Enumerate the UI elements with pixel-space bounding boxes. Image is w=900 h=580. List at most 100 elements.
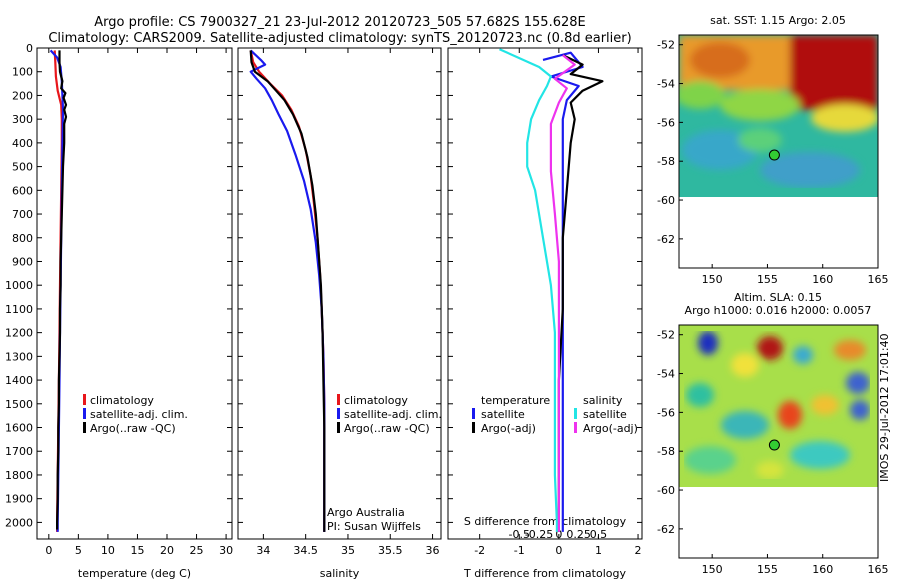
sla-yellow-patch <box>811 395 839 415</box>
x-tick-label: -2 <box>474 544 485 557</box>
map-y-tick-label: -58 <box>657 155 675 168</box>
y-tick-label: 1300 <box>5 350 33 363</box>
y-tick-label: 500 <box>12 161 33 174</box>
x-tick-label: 35.5 <box>378 544 403 557</box>
y-tick-label: 1500 <box>5 398 33 411</box>
footer-timestamp: IMOS 29-Jul-2012 17:01:40 <box>878 333 891 482</box>
y-tick-label: 900 <box>12 255 33 268</box>
map-x-tick-label: 150 <box>702 273 723 286</box>
legend-swatch-t-satellite <box>472 408 475 419</box>
temperature-legend: climatology satellite-adj. clim. Argo(..… <box>83 394 188 435</box>
x-tick-label: 10 <box>101 544 115 557</box>
difference-legend: temperature satellite Argo(-adj) salinit… <box>472 394 638 435</box>
map-y-tick-label: -56 <box>657 406 675 419</box>
sla-yellow-patch <box>756 461 784 479</box>
map-y-tick-label: -54 <box>657 368 675 381</box>
top-x-axis-label: S difference from climatology <box>464 515 627 528</box>
map-y-tick-label: -52 <box>657 329 675 342</box>
top-x-tick-label: -0.25 <box>525 528 553 541</box>
sla-map-title: Altim. SLA: 0.15 <box>734 291 822 304</box>
legend-swatch-s-satellite <box>574 408 577 419</box>
sla-map-subtitle: Argo h1000: 0.016 h2000: 0.0057 <box>685 304 872 317</box>
pi-text: PI: Susan Wijffels <box>327 520 421 533</box>
legend-heading-salinity: salinity <box>583 394 623 407</box>
x-tick-label: 1 <box>595 544 602 557</box>
x-tick-label: 5 <box>75 544 82 557</box>
legend-label-t-satellite: satellite <box>481 408 525 421</box>
legend-label-s-satellite: satellite <box>583 408 627 421</box>
y-tick-label: 1100 <box>5 303 33 316</box>
y-tick-label: 100 <box>12 66 33 79</box>
legend-label-argo: Argo(..raw -QC) <box>344 422 430 435</box>
map-y-tick-label: -62 <box>657 523 675 536</box>
map-y-tick-label: -58 <box>657 445 675 458</box>
legend-swatch-climatology <box>83 394 86 405</box>
sst-green-patch <box>738 128 782 152</box>
legend-swatch-satellite <box>337 408 340 419</box>
x-tick-label: 36 <box>426 544 440 557</box>
plot-frame <box>447 47 643 540</box>
map-x-tick-label: 155 <box>757 563 778 576</box>
y-tick-label: 1600 <box>5 422 33 435</box>
y-tick-label: 1800 <box>5 469 33 482</box>
map-y-tick-label: -60 <box>657 484 675 497</box>
series-line-argo-raw-qc- <box>249 50 326 532</box>
legend-label-t-argo: Argo(-adj) <box>481 422 536 435</box>
argo-position-marker <box>768 149 780 161</box>
sla-red-patch <box>778 401 802 429</box>
plot-frame <box>237 47 442 540</box>
salinity-panel: 34 34.5 35 35.5 36 salinity <box>237 47 442 580</box>
sst-green-patch <box>679 81 725 109</box>
figure-title-line1: Argo profile: CS 7900327_21 23-Jul-2012 … <box>94 15 585 30</box>
sst-map-axes: 150 155 160 165 -52 -54 -56 -58 -60 -62 <box>657 34 889 286</box>
y-tick-label: 700 <box>12 208 33 221</box>
legend-label-s-argo: Argo(-adj) <box>583 422 638 435</box>
y-tick-label: 1000 <box>5 279 33 292</box>
map-x-tick-label: 150 <box>702 563 723 576</box>
figure-title-line2: Climatology: CARS2009. Satellite-adjuste… <box>48 31 631 46</box>
legend-heading-temperature: temperature <box>481 394 550 407</box>
y-tick-label: 1700 <box>5 445 33 458</box>
sla-low-eddy <box>698 331 718 355</box>
sla-orange-patch <box>834 340 866 360</box>
legend-swatch-t-argo <box>472 422 475 433</box>
y-tick-label: 2000 <box>5 516 33 529</box>
sla-map-axes: 150 155 160 165 -52 -54 -56 -58 -60 -62 <box>657 324 889 576</box>
series-line-temperature-argo-adj- <box>557 54 604 532</box>
sla-teal-patch <box>790 441 850 469</box>
map-x-tick-label: 155 <box>757 273 778 286</box>
map-x-tick-label: 160 <box>812 273 833 286</box>
legend-label-satellite: satellite-adj. clim. <box>344 408 442 421</box>
y-tick-label: 1900 <box>5 493 33 506</box>
legend-label-satellite: satellite-adj. clim. <box>90 408 188 421</box>
sla-low-eddy <box>846 372 870 394</box>
sst-heatmap-field <box>679 35 878 197</box>
x-tick-label: 25 <box>190 544 204 557</box>
x-tick-label: 20 <box>160 544 174 557</box>
x-tick-label: 0 <box>45 544 52 557</box>
x-tick-label: 34 <box>256 544 270 557</box>
plot-frame <box>36 47 233 540</box>
y-tick-label: 1200 <box>5 327 33 340</box>
salinity-legend: climatology satellite-adj. clim. Argo(..… <box>327 394 442 533</box>
map-y-tick-label: -60 <box>657 194 675 207</box>
top-x-tick-label: 0 <box>555 528 562 541</box>
sla-cyan-patch <box>793 346 813 364</box>
series-line-climatology <box>249 50 326 532</box>
y-tick-label: 1400 <box>5 374 33 387</box>
y-tick-label: 800 <box>12 232 33 245</box>
sst-map-title: sat. SST: 1.15 Argo: 2.05 <box>710 14 846 27</box>
difference-panel: -2 -1 0 1 2 T difference from climatology S di… <box>447 47 643 580</box>
sla-heatmap-field <box>679 325 878 487</box>
sla-map-panel: Altim. SLA: 0.15 Argo h1000: 0.016 h2000… <box>657 291 888 576</box>
legend-swatch-climatology <box>337 394 340 405</box>
sst-yellow-patch <box>811 104 878 132</box>
x-tick-label: 0 <box>555 544 562 557</box>
map-y-tick-label: -62 <box>657 233 675 246</box>
argo-position-marker <box>768 439 780 451</box>
map-y-tick-label: -56 <box>657 116 675 129</box>
map-y-tick-label: -52 <box>657 39 675 52</box>
legend-label-climatology: climatology <box>90 394 154 407</box>
series-line-argo-raw-qc- <box>56 50 68 530</box>
